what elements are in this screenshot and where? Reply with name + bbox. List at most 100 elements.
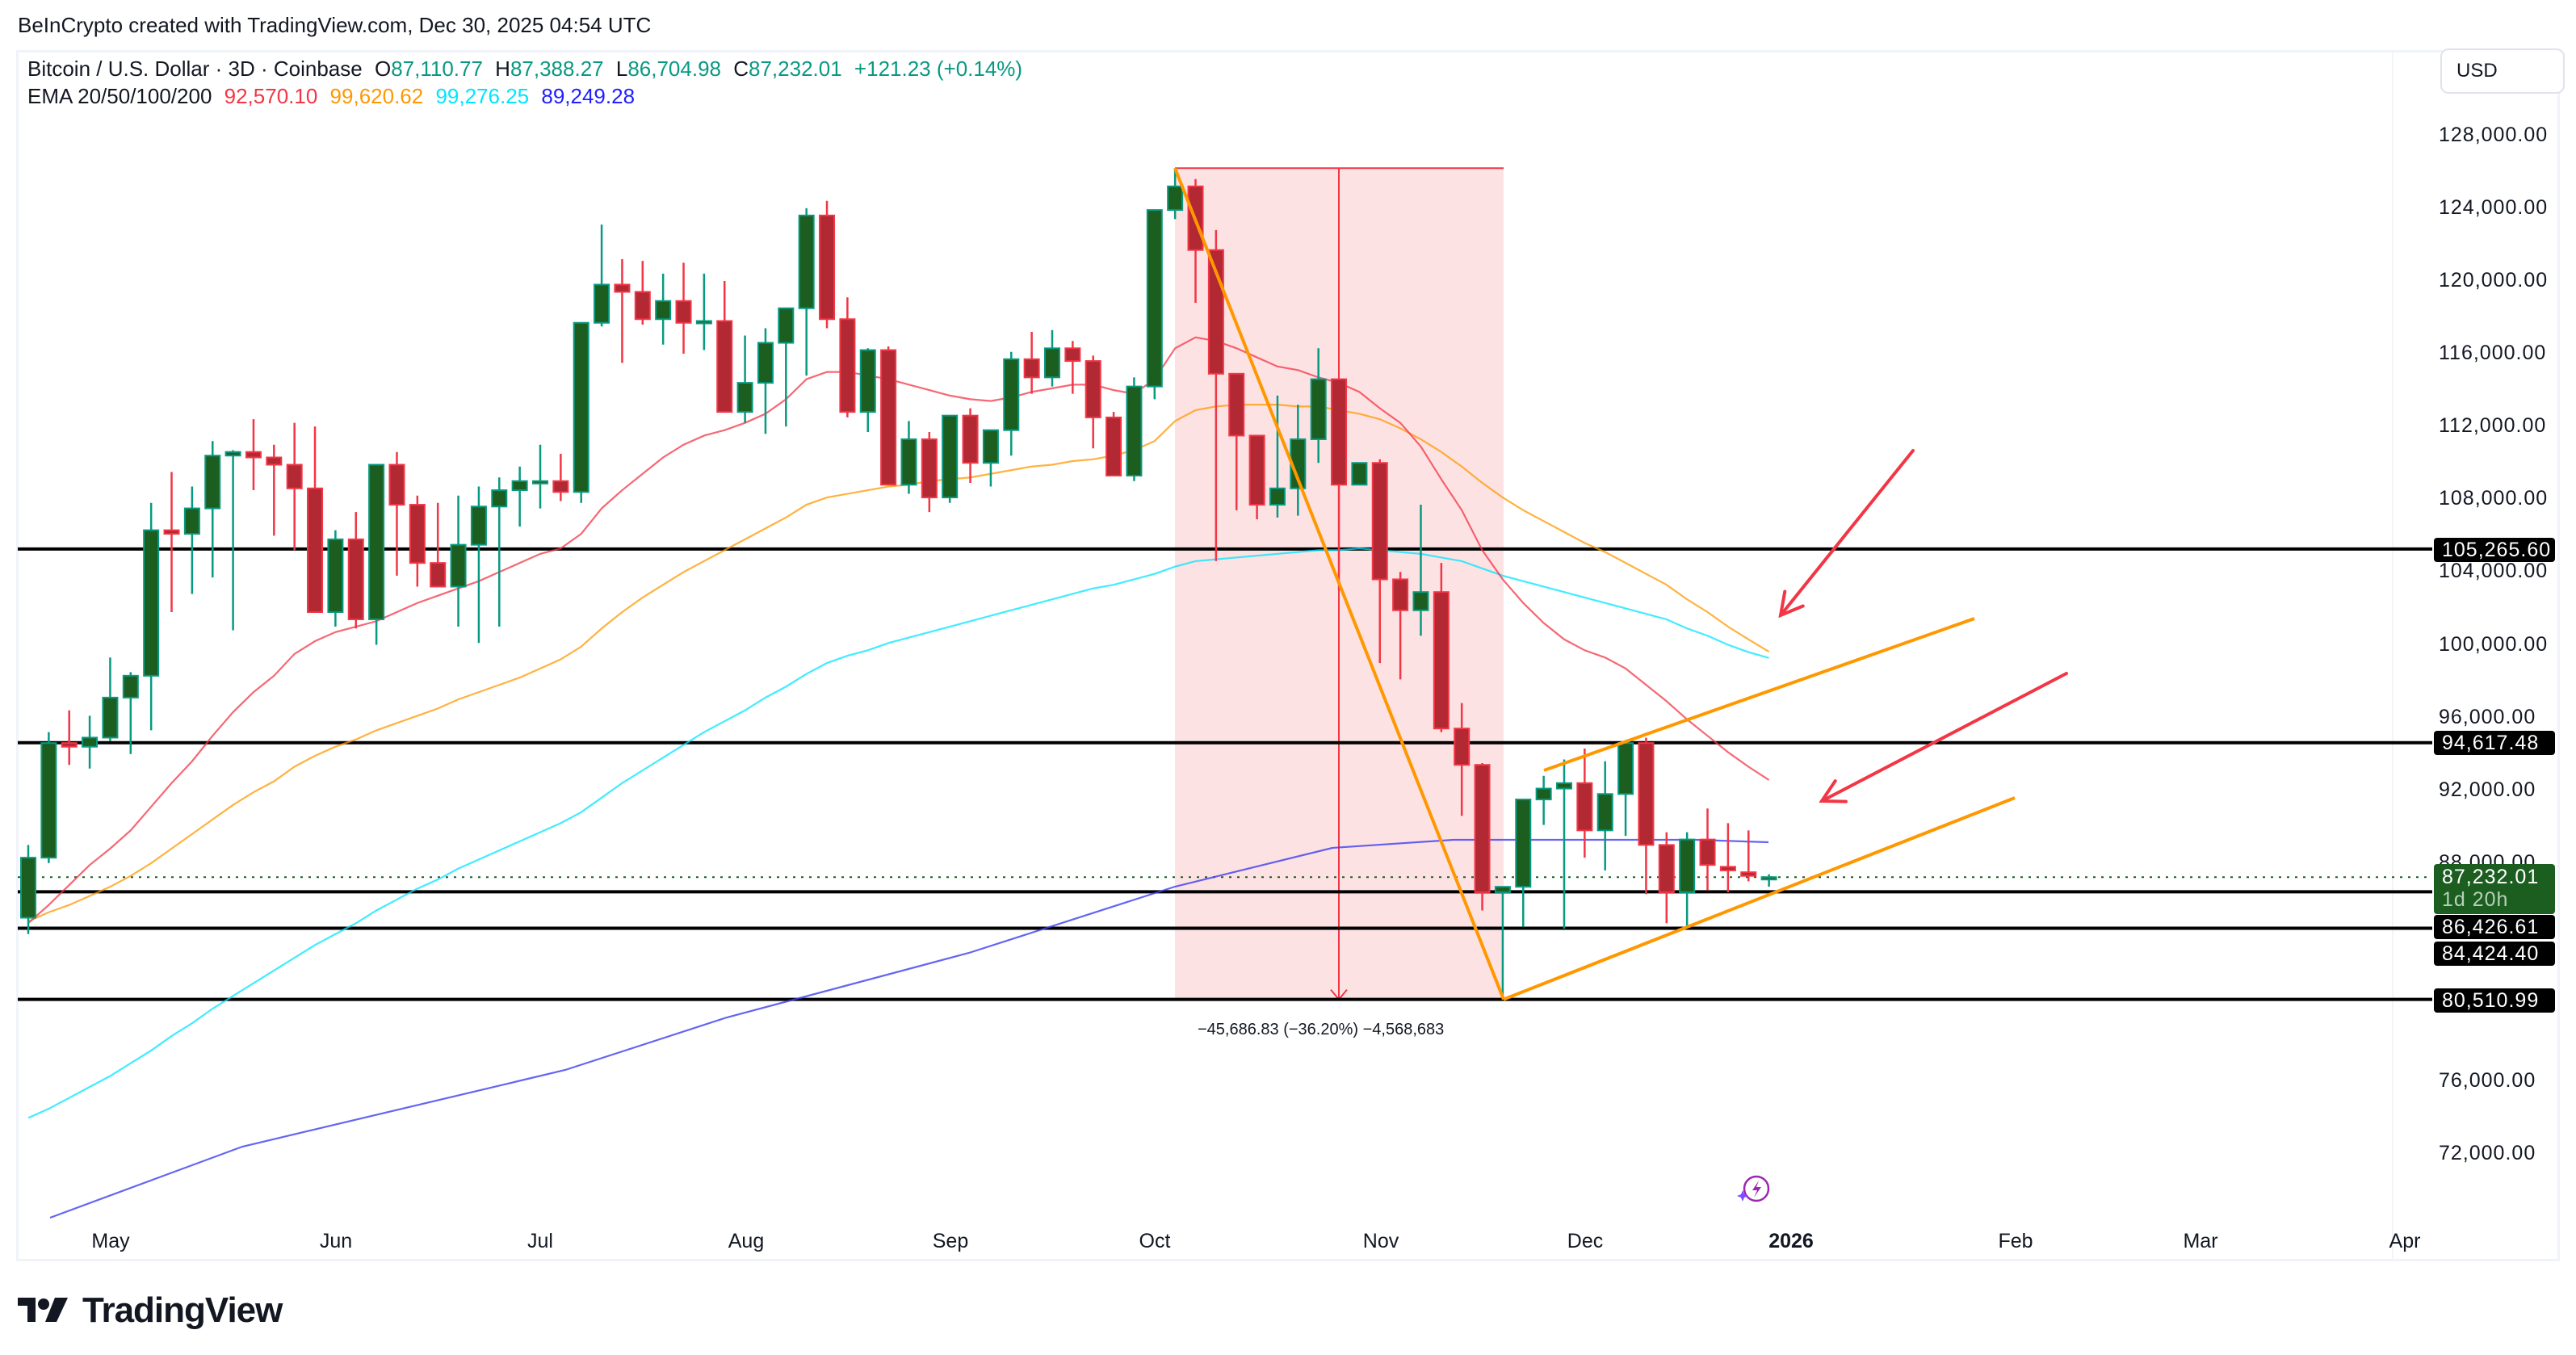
candle[interactable] — [962, 408, 979, 484]
candle[interactable] — [183, 486, 200, 594]
candle[interactable] — [552, 453, 569, 501]
candle[interactable] — [839, 297, 856, 417]
candle[interactable] — [1351, 462, 1368, 486]
candle[interactable] — [1003, 351, 1020, 456]
candle[interactable] — [1576, 748, 1593, 858]
candle[interactable] — [1105, 412, 1122, 477]
low-value: 86,704.98 — [627, 57, 721, 81]
candle[interactable] — [409, 495, 426, 587]
candle[interactable] — [102, 657, 119, 741]
candle[interactable] — [1556, 759, 1572, 929]
candle[interactable] — [1269, 395, 1286, 518]
level-tag-80510: 80,510.99 — [2434, 988, 2555, 1013]
candle[interactable] — [1064, 341, 1081, 394]
candle[interactable] — [82, 715, 99, 769]
candle[interactable] — [122, 672, 139, 754]
candle[interactable] — [675, 262, 692, 354]
candle[interactable] — [880, 346, 897, 486]
price-tick: 104,000.00 — [2439, 560, 2549, 583]
candle[interactable] — [1310, 348, 1327, 464]
tradingview-logo-icon — [18, 1298, 68, 1322]
candle[interactable] — [655, 273, 672, 345]
candle[interactable] — [1474, 762, 1491, 911]
candle[interactable] — [40, 732, 57, 863]
candle[interactable] — [1044, 329, 1060, 387]
time-tick: Feb — [1998, 1230, 2033, 1252]
candle[interactable] — [778, 307, 795, 427]
candle[interactable] — [368, 464, 385, 645]
candle[interactable] — [736, 335, 753, 423]
candle[interactable] — [1331, 378, 1348, 590]
candle[interactable] — [1371, 459, 1388, 664]
price-tick: 128,000.00 — [2439, 123, 2549, 146]
candle[interactable] — [266, 444, 283, 536]
candle[interactable] — [286, 422, 303, 551]
currency-button[interactable]: USD — [2440, 48, 2565, 94]
candle[interactable] — [1433, 563, 1450, 732]
high-label: H — [495, 57, 510, 81]
candle[interactable] — [1392, 572, 1409, 680]
lightning-icon[interactable] — [1736, 1173, 1772, 1208]
candle[interactable] — [1085, 355, 1101, 449]
time-tick: Dec — [1567, 1230, 1604, 1252]
candle[interactable] — [716, 280, 733, 413]
candle[interactable] — [1126, 377, 1143, 481]
candle[interactable] — [757, 328, 774, 434]
candle[interactable] — [430, 502, 447, 588]
candle[interactable] — [1167, 168, 1184, 220]
candle[interactable] — [1412, 505, 1429, 636]
candle[interactable] — [819, 200, 836, 329]
candle[interactable] — [1228, 372, 1245, 510]
candle[interactable] — [388, 451, 405, 576]
candle[interactable] — [1146, 209, 1163, 400]
candle[interactable] — [900, 421, 917, 494]
candle[interactable] — [470, 486, 487, 644]
channel-lower-line — [1503, 796, 2016, 1001]
candle[interactable] — [1023, 332, 1040, 394]
candle[interactable] — [634, 261, 651, 325]
candle[interactable] — [1719, 823, 1736, 892]
candle[interactable] — [61, 710, 78, 766]
candle[interactable] — [798, 208, 815, 376]
candle[interactable] — [614, 258, 631, 363]
candle[interactable] — [327, 530, 344, 627]
candle[interactable] — [1679, 832, 1696, 929]
candle[interactable] — [1760, 874, 1777, 887]
candle[interactable] — [1740, 830, 1757, 882]
candle[interactable] — [921, 431, 938, 513]
price-tick: 112,000.00 — [2439, 414, 2547, 438]
candle[interactable] — [1638, 737, 1655, 895]
candle[interactable] — [859, 348, 876, 432]
candle[interactable] — [1515, 799, 1532, 927]
candle[interactable] — [1596, 761, 1613, 870]
candle[interactable] — [1617, 742, 1634, 837]
candle[interactable] — [491, 477, 508, 627]
candle[interactable] — [204, 441, 221, 578]
candle[interactable] — [982, 429, 999, 487]
candle[interactable] — [573, 321, 589, 503]
candle[interactable] — [1658, 832, 1675, 924]
ema20-line — [27, 336, 1770, 925]
candle[interactable] — [307, 426, 324, 613]
candle[interactable] — [594, 224, 610, 327]
candle[interactable] — [1535, 775, 1552, 825]
candle[interactable] — [163, 472, 180, 612]
candle[interactable] — [511, 466, 528, 527]
candle[interactable] — [1248, 434, 1265, 520]
candle[interactable] — [224, 450, 241, 631]
tradingview-logo[interactable]: TradingView — [18, 1290, 283, 1331]
candle[interactable] — [1699, 808, 1716, 891]
candle[interactable] — [532, 444, 548, 509]
candle[interactable] — [450, 495, 467, 627]
candle[interactable] — [1494, 886, 1511, 1000]
symbol-title[interactable]: Bitcoin / U.S. Dollar · 3D · Coinbase — [27, 57, 363, 81]
candle[interactable] — [347, 512, 364, 629]
candle[interactable] — [942, 414, 959, 503]
candle[interactable] — [1454, 703, 1471, 816]
candle[interactable] — [695, 273, 712, 350]
candle[interactable] — [143, 502, 160, 731]
ema-title[interactable]: EMA 20/50/100/200 — [27, 84, 212, 108]
candle[interactable] — [245, 419, 262, 491]
candle[interactable] — [20, 845, 36, 934]
